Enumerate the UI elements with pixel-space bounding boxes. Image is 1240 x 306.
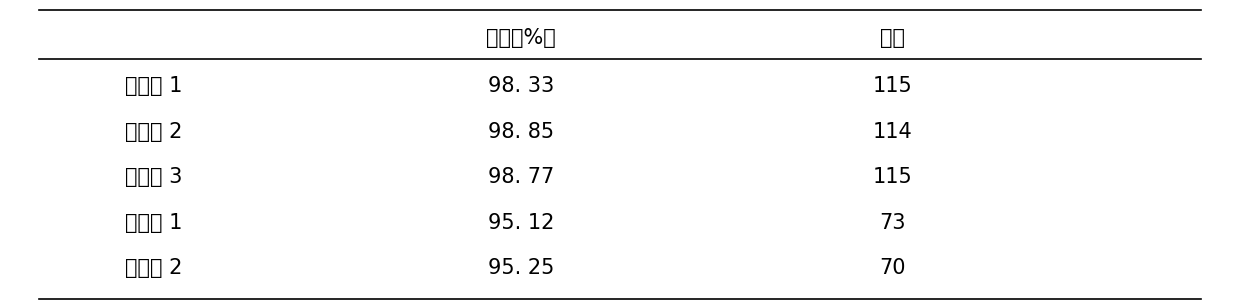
Text: 实施例 1: 实施例 1 — [125, 76, 182, 96]
Text: 色价: 色价 — [879, 28, 905, 48]
Text: 对比例 1: 对比例 1 — [125, 213, 182, 233]
Text: 73: 73 — [879, 213, 905, 233]
Text: 95. 25: 95. 25 — [487, 258, 554, 278]
Text: 115: 115 — [872, 167, 913, 187]
Text: 114: 114 — [872, 122, 913, 142]
Text: 含量（%）: 含量（%） — [486, 28, 556, 48]
Text: 实施例 3: 实施例 3 — [125, 167, 182, 187]
Text: 对比例 2: 对比例 2 — [125, 258, 182, 278]
Text: 95. 12: 95. 12 — [487, 213, 554, 233]
Text: 70: 70 — [879, 258, 905, 278]
Text: 98. 85: 98. 85 — [489, 122, 554, 142]
Text: 115: 115 — [872, 76, 913, 96]
Text: 实施例 2: 实施例 2 — [125, 122, 182, 142]
Text: 98. 33: 98. 33 — [487, 76, 554, 96]
Text: 98. 77: 98. 77 — [487, 167, 554, 187]
